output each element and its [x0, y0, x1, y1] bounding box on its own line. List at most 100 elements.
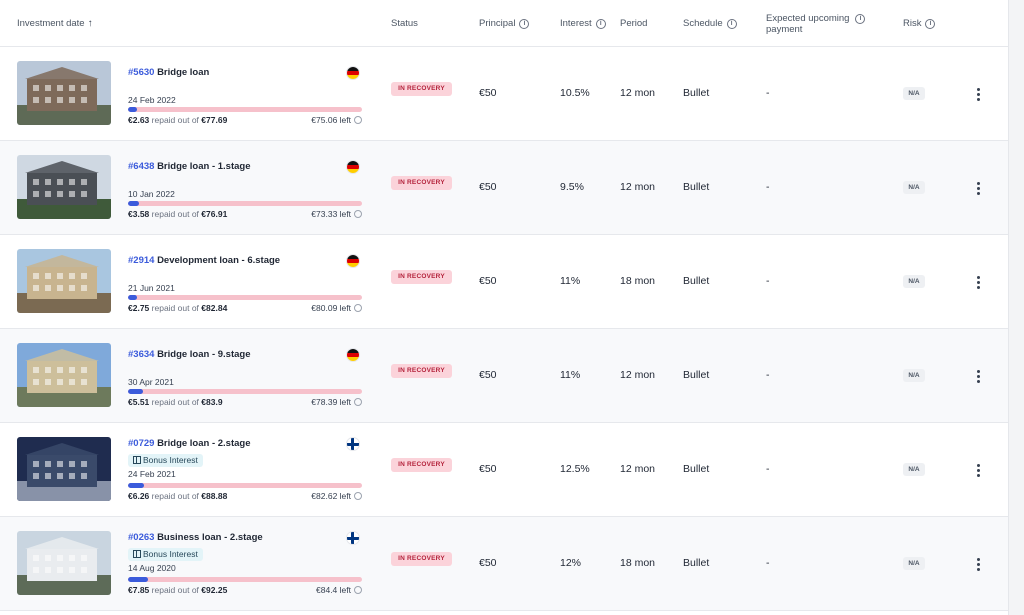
- more-options-icon[interactable]: [973, 369, 983, 383]
- loan-title[interactable]: #3634 Bridge loan - 9.stage: [128, 349, 251, 360]
- loan-id-link[interactable]: #2914: [128, 255, 155, 266]
- info-icon[interactable]: [354, 304, 362, 312]
- status-badge: IN RECOVERY: [391, 458, 452, 472]
- principal-value: €50: [479, 275, 497, 287]
- loan-id-link[interactable]: #5630: [128, 67, 155, 78]
- info-icon[interactable]: i: [595, 18, 606, 29]
- table-row[interactable]: #0263 Business loan - 2.stage Bonus Inte…: [0, 517, 1008, 611]
- principal-value: €50: [479, 369, 497, 381]
- loan-id-link[interactable]: #0263: [128, 532, 155, 543]
- interest-value: 11%: [560, 369, 581, 381]
- loan-title[interactable]: #2914 Development loan - 6.stage: [128, 255, 280, 266]
- repaid-summary: €3.58 repaid out of €76.91: [128, 209, 227, 219]
- column-expected-payment[interactable]: Expected upcoming payment i: [766, 0, 866, 47]
- info-icon[interactable]: [354, 492, 362, 500]
- expected-payment-value: -: [766, 557, 770, 569]
- repaid-amount: €2.63: [128, 115, 150, 125]
- germany-flag-icon: [346, 254, 360, 268]
- column-period[interactable]: Period: [620, 0, 647, 47]
- repayment-progress-fill: [128, 107, 138, 112]
- loan-id-link[interactable]: #3634: [128, 349, 155, 360]
- repaid-summary: €6.26 repaid out of €88.88: [128, 491, 227, 501]
- expected-line-2: payment: [766, 23, 803, 35]
- repayment-progress-bar: [128, 577, 362, 582]
- property-thumbnail[interactable]: [17, 155, 111, 219]
- column-risk[interactable]: Risk i: [903, 0, 936, 47]
- info-icon[interactable]: i: [726, 18, 737, 29]
- expected-payment-value: -: [766, 463, 770, 475]
- schedule-value: Bullet: [683, 557, 710, 569]
- remaining-label: €73.33 left: [311, 209, 351, 219]
- repayment-progress-fill: [128, 389, 144, 394]
- building-photo: [17, 155, 111, 219]
- column-schedule[interactable]: Schedule i: [683, 0, 737, 47]
- repayment-progress-bar: [128, 107, 362, 112]
- info-icon[interactable]: i: [855, 13, 866, 24]
- column-expected-payment-label: Expected upcoming payment: [766, 13, 849, 35]
- repayment-progress-fill: [128, 201, 139, 206]
- repayment-progress-bar: [128, 201, 362, 206]
- loan-title[interactable]: #0729 Bridge loan - 2.stage: [128, 438, 251, 449]
- more-options-icon[interactable]: [973, 275, 983, 289]
- more-options-icon[interactable]: [973, 87, 983, 101]
- more-options-icon[interactable]: [973, 557, 983, 571]
- property-thumbnail[interactable]: [17, 249, 111, 313]
- investment-date: 24 Feb 2021: [128, 469, 176, 479]
- sort-ascending-icon[interactable]: ↑: [87, 18, 93, 29]
- loan-title[interactable]: #6438 Bridge loan - 1.stage: [128, 161, 251, 172]
- table-header: Investment date ↑ Status Principal i Int…: [0, 0, 1008, 47]
- remaining-amount: €84.4 left: [316, 585, 362, 595]
- germany-flag-icon: [346, 160, 360, 174]
- schedule-value: Bullet: [683, 181, 710, 193]
- property-thumbnail[interactable]: [17, 531, 111, 595]
- column-status-label: Status: [391, 18, 418, 29]
- column-interest[interactable]: Interest i: [560, 0, 606, 47]
- info-icon[interactable]: [354, 586, 362, 594]
- table-row[interactable]: #6438 Bridge loan - 1.stage 10 Jan 2022 …: [0, 141, 1008, 235]
- column-status[interactable]: Status: [391, 0, 418, 47]
- loan-title[interactable]: #0263 Business loan - 2.stage: [128, 532, 263, 543]
- remaining-amount: €78.39 left: [311, 397, 362, 407]
- loan-id-link[interactable]: #6438: [128, 161, 155, 172]
- scrollbar-track[interactable]: [1008, 0, 1024, 615]
- info-icon[interactable]: [354, 116, 362, 124]
- repaid-summary: €7.85 repaid out of €92.25: [128, 585, 227, 595]
- info-icon[interactable]: i: [519, 18, 530, 29]
- info-icon[interactable]: [354, 398, 362, 406]
- repayment-progress-bar: [128, 483, 362, 488]
- table-row[interactable]: #0729 Bridge loan - 2.stage Bonus Intere…: [0, 423, 1008, 517]
- info-icon[interactable]: [354, 210, 362, 218]
- repaid-amount: €5.51: [128, 397, 150, 407]
- column-period-label: Period: [620, 18, 648, 29]
- more-options-icon[interactable]: [973, 463, 983, 477]
- status-badge: IN RECOVERY: [391, 364, 452, 378]
- remaining-amount: €73.33 left: [311, 209, 362, 219]
- property-thumbnail[interactable]: [17, 343, 111, 407]
- status-badge: IN RECOVERY: [391, 552, 452, 566]
- germany-flag-icon: [346, 66, 360, 80]
- more-options-icon[interactable]: [973, 181, 983, 195]
- repaid-text: repaid out of: [151, 209, 199, 219]
- total-amount: €83.9: [201, 397, 223, 407]
- bonus-interest-badge: Bonus Interest: [128, 454, 203, 467]
- expected-line-1: Expected upcoming: [766, 12, 850, 24]
- column-investment-date-label: Investment date: [17, 18, 85, 29]
- column-principal[interactable]: Principal i: [479, 0, 530, 47]
- property-thumbnail[interactable]: [17, 61, 111, 125]
- loan-name: Bridge loan - 1.stage: [157, 161, 251, 172]
- loan-title[interactable]: #5630 Bridge loan: [128, 67, 209, 78]
- period-value: 18 mon: [620, 557, 656, 569]
- column-investment-date[interactable]: Investment date ↑: [17, 0, 93, 47]
- property-thumbnail[interactable]: [17, 437, 111, 501]
- column-schedule-label: Schedule: [683, 18, 723, 29]
- table-row[interactable]: #3634 Bridge loan - 9.stage 30 Apr 2021 …: [0, 329, 1008, 423]
- repaid-summary: €5.51 repaid out of €83.9: [128, 397, 223, 407]
- investment-date: 14 Aug 2020: [128, 563, 176, 573]
- loan-id-link[interactable]: #0729: [128, 438, 155, 449]
- remaining-label: €78.39 left: [311, 397, 351, 407]
- total-amount: €88.88: [201, 491, 228, 501]
- table-row[interactable]: #5630 Bridge loan 24 Feb 2022 €2.63 repa…: [0, 47, 1008, 141]
- status-badge: IN RECOVERY: [391, 176, 452, 190]
- info-icon[interactable]: i: [925, 18, 936, 29]
- table-row[interactable]: #2914 Development loan - 6.stage 21 Jun …: [0, 235, 1008, 329]
